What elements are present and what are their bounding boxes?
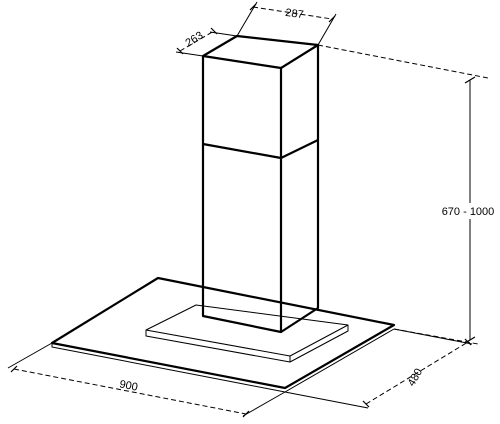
chimney-side-face — [280, 43, 320, 333]
chimney-joint-line — [202, 139, 319, 160]
dimension-line-480 — [365, 341, 469, 405]
canopy-bottom-edge — [51, 328, 395, 393]
extension-line-top — [317, 44, 489, 79]
canopy-outline — [50, 276, 396, 390]
dimension-hood-width: 900 — [7, 342, 286, 418]
hood-canopy — [50, 276, 396, 393]
chimney-front-face — [201, 56, 283, 334]
dimension-height: 670 - 1000 — [317, 44, 500, 345]
dimension-label-263: 263 — [183, 30, 205, 50]
dimension-label-287: 287 — [284, 7, 304, 21]
dimension-line-900 — [13, 368, 247, 415]
filter-plate-side — [145, 325, 349, 363]
dimension-line-287 — [252, 6, 333, 20]
chimney — [201, 34, 320, 334]
filter-plate-top — [145, 304, 349, 357]
dimension-line-263 — [179, 30, 215, 52]
dimension-label-900: 900 — [118, 378, 138, 393]
filter-plate — [145, 304, 349, 363]
dimension-hood-depth: 480 — [284, 328, 473, 409]
dimension-label-height: 670 - 1000 — [442, 206, 495, 218]
dimension-chimney-width: 287 — [236, 1, 337, 46]
extension-line-bottom — [393, 328, 479, 345]
chimney-top-face — [201, 34, 320, 70]
